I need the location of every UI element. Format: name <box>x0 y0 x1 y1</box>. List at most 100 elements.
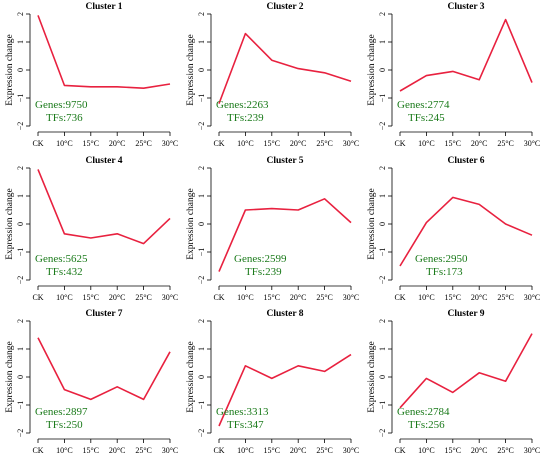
y-tick-label: −1 <box>16 248 25 257</box>
y-tick-label: −2 <box>197 429 206 438</box>
series-line <box>37 337 171 401</box>
tfs-count: TFs:256 <box>408 419 445 431</box>
y-axis-label: Expression change <box>186 188 196 260</box>
x-tick-label: 15°C <box>83 139 100 148</box>
cluster-panel-1: Cluster 1 2 1 0 −1 −2 Expression change CK 10°C 1… <box>5 2 178 148</box>
y-tick-label: 0 <box>197 222 206 226</box>
y-axis-label: Expression change <box>186 341 196 413</box>
x-tick-label: 10°C <box>237 139 254 148</box>
x-tick-label: CK <box>32 293 43 302</box>
x-tick-label: 15°C <box>264 446 281 455</box>
x-tick-label: 15°C <box>83 446 100 455</box>
y-tick-label: −1 <box>378 94 387 103</box>
x-tick-label: 25°C <box>497 293 514 302</box>
x-tick-label: 25°C <box>135 139 152 148</box>
series-line <box>37 169 171 245</box>
y-tick-label: 1 <box>16 347 25 351</box>
y-tick-label: −2 <box>378 122 387 131</box>
y-tick-label: −1 <box>378 248 387 257</box>
x-tick-label: CK <box>213 446 224 455</box>
x-tick-label: 20°C <box>109 446 126 455</box>
x-tick-label: 10°C <box>56 446 73 455</box>
y-tick-label: −1 <box>378 401 387 410</box>
y-axis-label: Expression change <box>367 341 377 413</box>
tfs-count: TFs:173 <box>426 266 463 278</box>
x-tick-label: 20°C <box>290 139 307 148</box>
x-tick-label: 10°C <box>56 293 73 302</box>
y-tick-label: 1 <box>197 194 206 198</box>
genes-count: Genes:2784 <box>397 406 450 418</box>
y-tick-label: 1 <box>378 40 387 44</box>
y-tick-label: 0 <box>16 68 25 72</box>
cluster-panel-3: Cluster 3 2 1 0 −1 −2 Expression change CK 10°C 1… <box>367 2 540 148</box>
x-tick-label: 25°C <box>497 446 514 455</box>
panel-title: Cluster 6 <box>447 156 484 166</box>
y-tick-label: 0 <box>197 375 206 379</box>
tfs-count: TFs:432 <box>46 266 83 278</box>
x-tick-label: 15°C <box>445 293 462 302</box>
series-line <box>218 32 352 104</box>
panel-title: Cluster 1 <box>85 2 122 12</box>
y-tick-label: 1 <box>197 40 206 44</box>
series-line <box>399 196 533 267</box>
y-tick-label: −2 <box>16 429 25 438</box>
panel-title: Cluster 4 <box>85 156 122 166</box>
series-line <box>399 333 533 409</box>
y-tick-label: 0 <box>378 68 387 72</box>
y-tick-label: −1 <box>197 94 206 103</box>
cluster-panel-9: Cluster 9 2 1 0 −1 −2 Expression change CK 10°C 1… <box>367 309 540 455</box>
x-tick-label: 10°C <box>237 446 254 455</box>
y-tick-label: −2 <box>16 276 25 285</box>
y-tick-label: 0 <box>16 375 25 379</box>
genes-count: Genes:2263 <box>216 99 269 111</box>
y-axis-label: Expression change <box>5 341 15 413</box>
genes-count: Genes:3313 <box>216 406 269 418</box>
x-tick-label: 20°C <box>290 293 307 302</box>
y-tick-label: 2 <box>197 12 206 16</box>
x-tick-label: 30°C <box>162 139 179 148</box>
series-line <box>37 15 171 89</box>
y-tick-label: −2 <box>197 122 206 131</box>
x-tick-label: 15°C <box>445 446 462 455</box>
y-tick-label: 0 <box>378 375 387 379</box>
genes-count: Genes:2950 <box>415 253 468 265</box>
y-tick-label: 2 <box>197 166 206 170</box>
x-tick-label: 15°C <box>445 139 462 148</box>
x-tick-label: 30°C <box>343 139 360 148</box>
x-tick-label: 30°C <box>162 446 179 455</box>
tfs-count: TFs:250 <box>46 419 83 431</box>
y-tick-label: 1 <box>197 347 206 351</box>
x-tick-label: 10°C <box>237 293 254 302</box>
genes-count: Genes:9750 <box>35 99 88 111</box>
x-tick-label: 20°C <box>471 446 488 455</box>
y-tick-label: −2 <box>378 429 387 438</box>
x-tick-label: 25°C <box>497 139 514 148</box>
x-tick-label: 20°C <box>109 139 126 148</box>
x-tick-label: 25°C <box>135 293 152 302</box>
y-tick-label: −2 <box>16 122 25 131</box>
x-tick-label: 15°C <box>264 293 281 302</box>
x-tick-label: 20°C <box>109 293 126 302</box>
x-tick-label: 20°C <box>471 139 488 148</box>
panel-title: Cluster 5 <box>266 156 303 166</box>
tfs-count: TFs:239 <box>227 112 264 124</box>
x-tick-label: 30°C <box>524 293 541 302</box>
y-axis-label: Expression change <box>5 188 15 260</box>
y-axis-label: Expression change <box>5 34 15 106</box>
y-tick-label: 0 <box>16 222 25 226</box>
panel-title: Cluster 9 <box>447 309 484 319</box>
cluster-panel-7: Cluster 7 2 1 0 −1 −2 Expression change CK 10°C 1… <box>5 309 178 455</box>
y-tick-label: −2 <box>197 276 206 285</box>
x-tick-label: 10°C <box>418 293 435 302</box>
series-line <box>218 353 352 427</box>
genes-count: Genes:5625 <box>35 253 88 265</box>
y-tick-label: −1 <box>16 94 25 103</box>
y-tick-label: 2 <box>16 12 25 16</box>
y-axis-label: Expression change <box>367 34 377 106</box>
tfs-count: TFs:239 <box>245 266 282 278</box>
y-tick-label: 0 <box>378 222 387 226</box>
x-tick-label: 20°C <box>290 446 307 455</box>
x-tick-label: 10°C <box>418 139 435 148</box>
x-tick-label: 25°C <box>316 446 333 455</box>
x-tick-label: 25°C <box>135 446 152 455</box>
